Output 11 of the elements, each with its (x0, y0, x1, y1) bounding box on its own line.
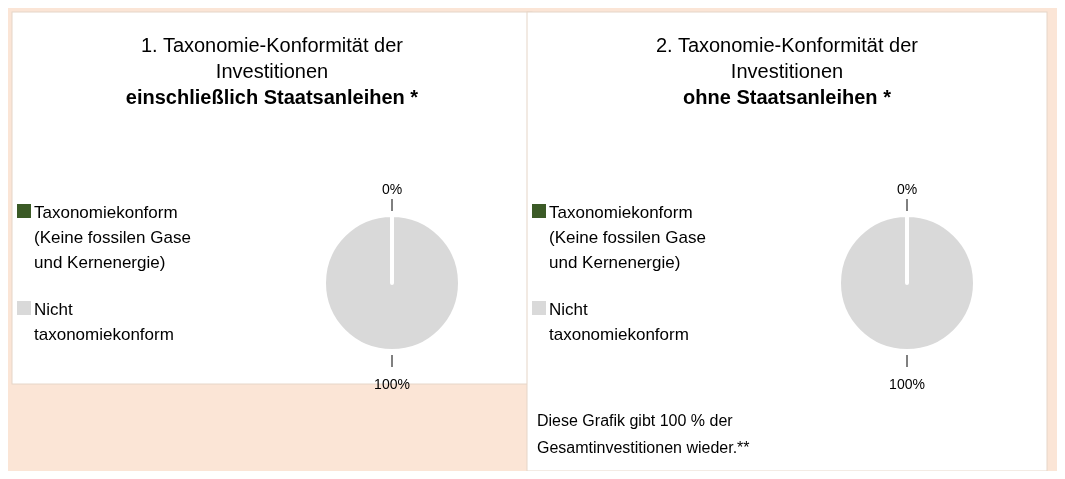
data-label: 100% (889, 376, 925, 392)
legend-label: Taxonomiekonform (Keine fossilen Gase und Kernenergie) (34, 203, 191, 272)
legend-label: Nicht taxonomiekonform (549, 300, 689, 344)
chart-subtitle: ohne Staatsanleihen * (683, 86, 892, 108)
text: Diese Grafik gibt 100 % der Gesamtinvestitionen wieder.** (537, 412, 750, 456)
legend-label: Nicht taxonomiekonform (34, 300, 174, 344)
data-label: 100% (374, 376, 410, 392)
text: 0% (896, 181, 918, 197)
text: 0% (381, 181, 403, 197)
legend-label: Taxonomiekonform (Keine fossilen Gase und Kernenergie) (549, 203, 706, 272)
chart-subtitle: einschließlich Staatsanleihen * (125, 86, 419, 108)
